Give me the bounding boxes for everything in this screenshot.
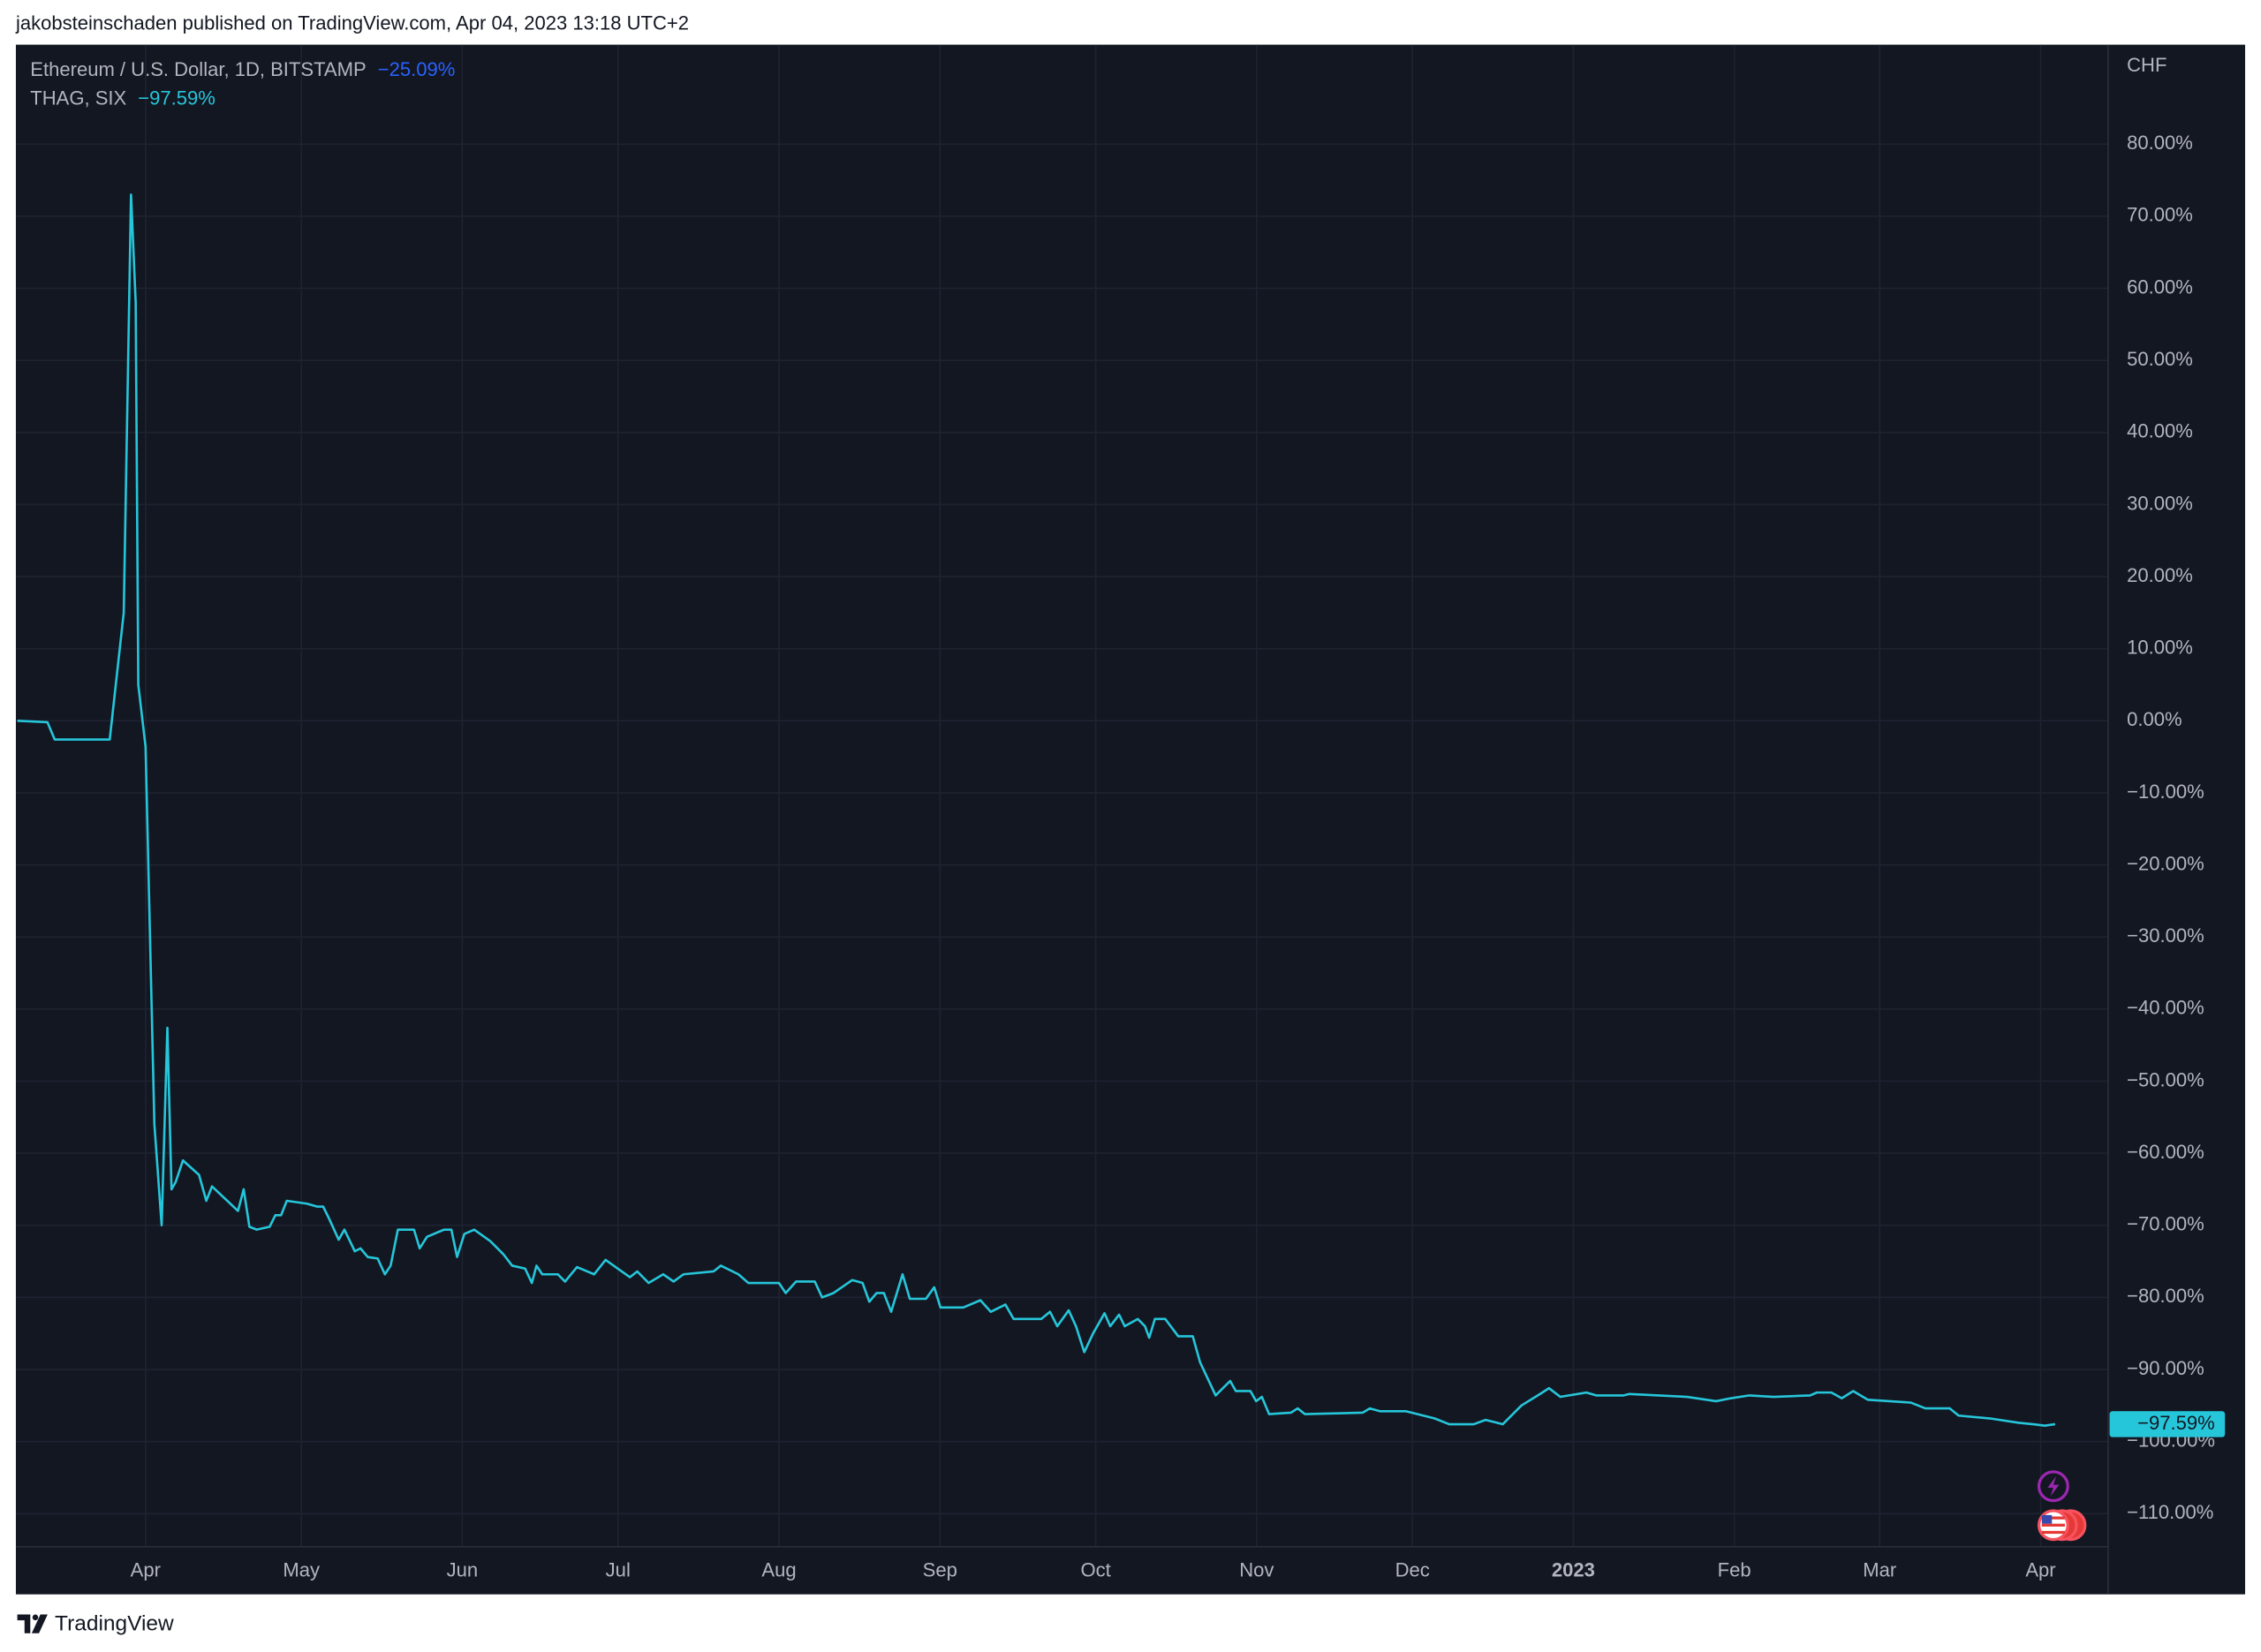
logo-part [31, 1614, 48, 1633]
y-tick-label: −50.00% [2127, 1068, 2204, 1090]
flag-canton [2041, 1514, 2053, 1524]
flag-stripe [2041, 1530, 2065, 1535]
x-tick-label: Aug [761, 1558, 796, 1580]
grid [15, 44, 2108, 1547]
header: jakobsteinschaden published on TradingVi… [15, 12, 689, 34]
y-tick-label: 70.00% [2127, 204, 2193, 226]
lightning-icon [2047, 1475, 2060, 1497]
x-tick-label: Apr [2025, 1558, 2055, 1580]
series-line [17, 193, 2056, 1427]
plot [17, 193, 2056, 1427]
price-tag-label: −97.59% [2137, 1412, 2215, 1434]
x-tick-label: Apr [131, 1558, 161, 1580]
y-tick-label: −20.00% [2127, 852, 2204, 874]
y-tick-label: 30.00% [2127, 492, 2193, 514]
logo-part [32, 1614, 39, 1621]
y-tick-label: 80.00% [2127, 132, 2193, 154]
axis-unit: CHF [2127, 54, 2166, 76]
chart-background [15, 44, 2246, 1595]
y-tick-label: −110.00% [2127, 1501, 2213, 1523]
x-tick-label: Jul [606, 1558, 631, 1580]
x-tick-label: Sep [923, 1558, 957, 1580]
legend-change: −97.59% [138, 87, 216, 109]
x-tick-label: Feb [1718, 1558, 1751, 1580]
y-tick-label: 10.00% [2127, 637, 2193, 659]
flag-stripe [2041, 1523, 2065, 1527]
y-tick-label: −90.00% [2127, 1357, 2204, 1379]
x-tick-label: Jun [447, 1558, 479, 1580]
event-icons [2037, 1470, 2087, 1542]
y-tick-label: 20.00% [2127, 564, 2193, 586]
legend-name: THAG, SIX [30, 87, 126, 109]
brand-logo [17, 1614, 48, 1633]
x-tick-label: Oct [1080, 1558, 1110, 1580]
x-tick-label: 2023 [1552, 1558, 1595, 1580]
y-tick-label: 50.00% [2127, 348, 2193, 370]
y-tick-label: 40.00% [2127, 420, 2193, 442]
y-tick-label: −70.00% [2127, 1213, 2204, 1235]
legend-name: Ethereum / U.S. Dollar, 1D, BITSTAMP [30, 58, 366, 80]
y-tick-label: −40.00% [2127, 997, 2204, 1019]
x-tick-label: Nov [1239, 1558, 1274, 1580]
y-tick-label: −60.00% [2127, 1141, 2204, 1163]
brand: TradingView [55, 1611, 174, 1635]
y-tick-label: 0.00% [2127, 708, 2182, 730]
flag-stripe [2041, 1516, 2065, 1520]
y-tick-label: −10.00% [2127, 781, 2204, 803]
legend: Ethereum / U.S. Dollar, 1D, BITSTAMP −25.… [30, 58, 455, 109]
y-tick-label: −80.00% [2127, 1285, 2204, 1307]
x-tick-label: Dec [1395, 1558, 1430, 1580]
y-tick-label: −30.00% [2127, 924, 2204, 947]
price-tag [2109, 1411, 2226, 1437]
legend-change: −25.09% [378, 58, 456, 80]
logo-part [17, 1614, 31, 1633]
x-tick-label: Mar [1863, 1558, 1896, 1580]
y-tick-label: 60.00% [2127, 275, 2193, 298]
x-tick-label: May [283, 1558, 320, 1580]
